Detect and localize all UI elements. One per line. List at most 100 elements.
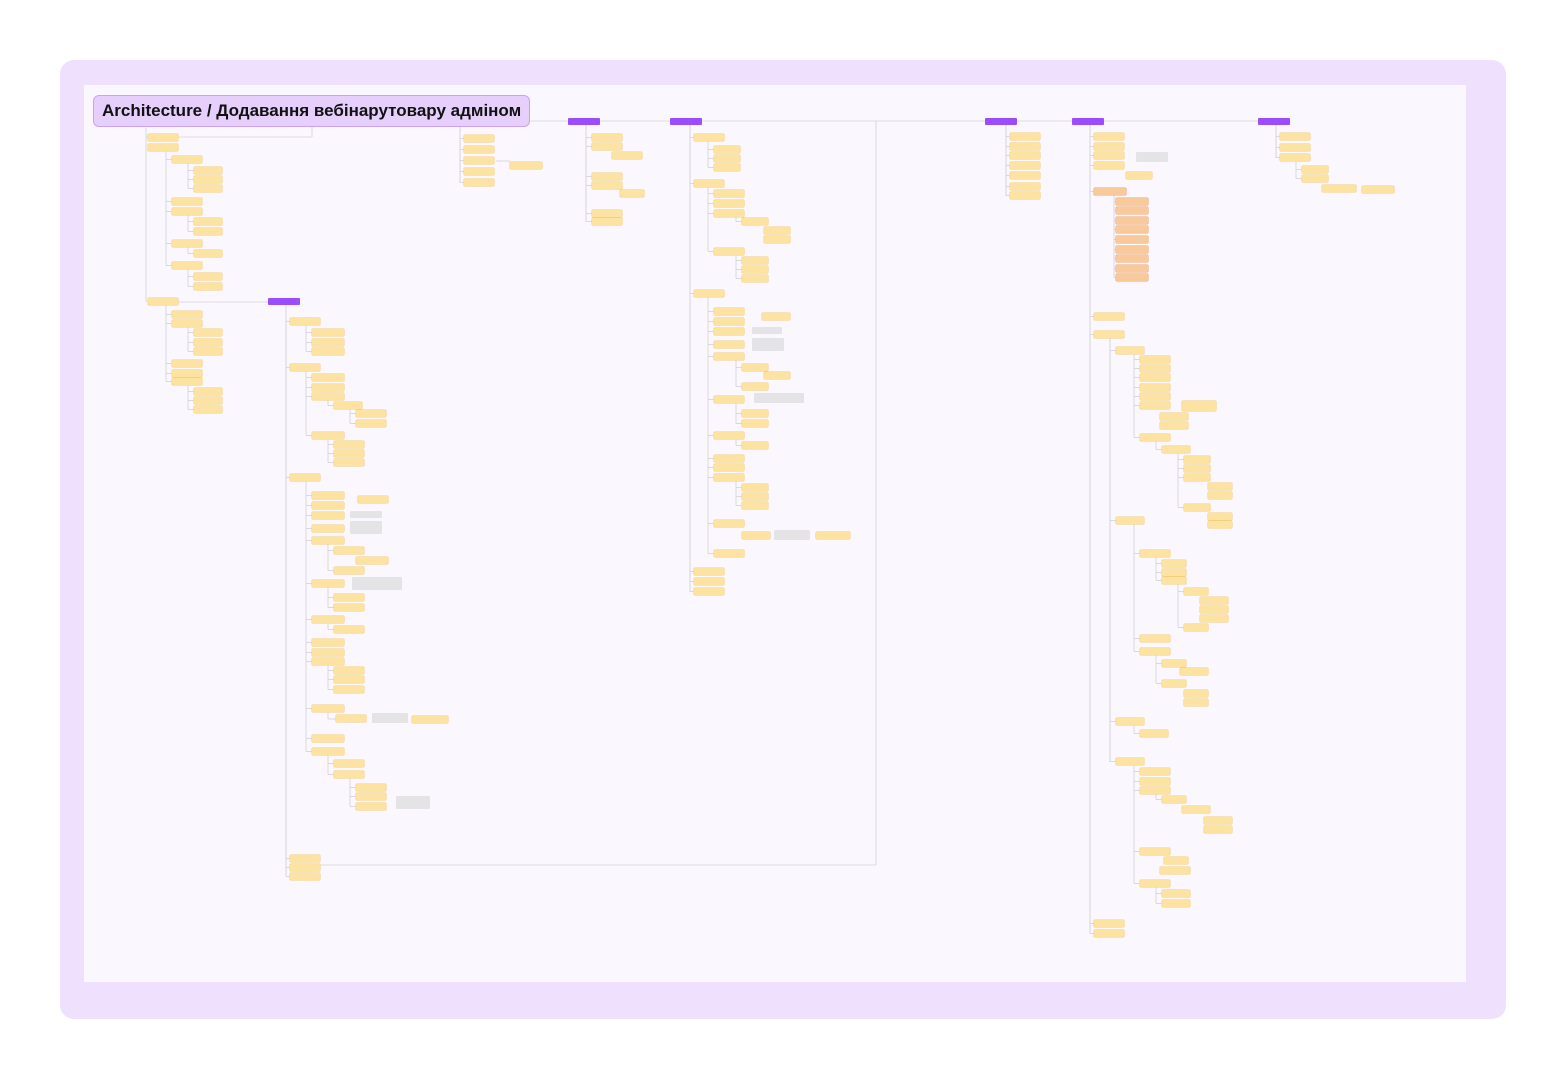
diagram-node[interactable] xyxy=(172,370,202,377)
diagram-node[interactable] xyxy=(290,873,320,880)
diagram-node[interactable] xyxy=(1280,154,1310,161)
diagram-node[interactable] xyxy=(464,135,494,142)
diagram-node[interactable] xyxy=(694,588,724,595)
diagram-node[interactable] xyxy=(290,318,320,325)
diagram-node[interactable] xyxy=(172,320,202,327)
diagram-node[interactable] xyxy=(714,464,744,471)
diagram-node[interactable] xyxy=(592,143,622,150)
diagram-node[interactable] xyxy=(194,283,222,290)
diagram-node[interactable] xyxy=(510,162,542,169)
highlight-node[interactable] xyxy=(1116,265,1148,272)
diagram-node[interactable] xyxy=(1162,577,1186,584)
diagram-node[interactable] xyxy=(592,182,622,189)
diagram-node[interactable] xyxy=(742,383,768,390)
diagram-node[interactable] xyxy=(172,311,202,318)
diagram-node[interactable] xyxy=(464,157,494,164)
diagram-node[interactable] xyxy=(172,198,202,205)
diagram-node[interactable] xyxy=(1184,504,1210,511)
diagram-node[interactable] xyxy=(764,372,790,379)
diagram-node[interactable] xyxy=(1116,347,1144,354)
diagram-node[interactable] xyxy=(742,532,770,539)
diagram-node[interactable] xyxy=(1184,690,1208,697)
diagram-node[interactable] xyxy=(334,594,364,601)
diagram-node[interactable] xyxy=(1184,624,1208,631)
diagram-node[interactable] xyxy=(194,167,222,174)
diagram-node[interactable] xyxy=(714,318,744,325)
diagram-node[interactable] xyxy=(1322,185,1356,192)
diagram-node[interactable] xyxy=(1140,648,1170,655)
diagram-node[interactable] xyxy=(742,420,768,427)
diagram-node[interactable] xyxy=(172,240,202,247)
diagram-node[interactable] xyxy=(1140,550,1170,557)
diagram-node[interactable] xyxy=(1200,597,1228,604)
diagram-node[interactable] xyxy=(1162,569,1186,576)
diagram-node[interactable] xyxy=(1010,183,1040,190)
note-node[interactable] xyxy=(774,530,810,540)
note-node[interactable] xyxy=(752,338,784,351)
diagram-node[interactable] xyxy=(148,144,178,151)
diagram-node[interactable] xyxy=(714,520,744,527)
diagram-node[interactable] xyxy=(1140,635,1170,642)
diagram-node[interactable] xyxy=(1010,162,1040,169)
diagram-node[interactable] xyxy=(694,578,724,585)
diagram-node[interactable] xyxy=(1116,718,1144,725)
diagram-node[interactable] xyxy=(312,649,344,656)
highlight-node[interactable] xyxy=(1116,246,1148,253)
diagram-node[interactable] xyxy=(334,760,364,767)
diagram-node[interactable] xyxy=(1208,483,1232,490)
diagram-node[interactable] xyxy=(1160,413,1188,420)
diagram-node[interactable] xyxy=(1140,778,1170,785)
diagram-node[interactable] xyxy=(714,155,740,162)
note-node[interactable] xyxy=(350,521,382,534)
diagram-node[interactable] xyxy=(1208,492,1232,499)
diagram-node[interactable] xyxy=(312,339,344,346)
diagram-node[interactable] xyxy=(742,266,768,273)
diagram-node[interactable] xyxy=(1182,806,1210,813)
diagram-node[interactable] xyxy=(194,329,222,336)
diagram-node[interactable] xyxy=(1160,422,1188,429)
diagram-node[interactable] xyxy=(742,257,768,264)
diagram-node[interactable] xyxy=(334,450,364,457)
diagram-node[interactable] xyxy=(356,803,386,810)
diagram-node[interactable] xyxy=(312,658,344,665)
diagram-node[interactable] xyxy=(172,378,202,385)
diagram-node[interactable] xyxy=(1140,787,1170,794)
diagram-node[interactable] xyxy=(714,341,744,348)
diagram-node[interactable] xyxy=(356,557,388,564)
diagram-node[interactable] xyxy=(1200,615,1228,622)
diagram-node[interactable] xyxy=(1208,513,1232,520)
diagram-node[interactable] xyxy=(194,185,222,192)
diagram-node[interactable] xyxy=(1140,356,1170,363)
diagram-node[interactable] xyxy=(764,236,790,243)
diagram-node[interactable] xyxy=(714,210,744,217)
diagram-board[interactable]: Architecture / Додавання вебінарутовару … xyxy=(84,85,1466,982)
diagram-node[interactable] xyxy=(764,227,790,234)
diagram-node[interactable] xyxy=(714,550,744,557)
diagram-node[interactable] xyxy=(620,190,644,197)
diagram-node[interactable] xyxy=(1200,606,1228,613)
diagram-node[interactable] xyxy=(148,298,178,305)
diagram-node[interactable] xyxy=(592,173,622,180)
diagram-node[interactable] xyxy=(1160,867,1190,874)
highlight-node[interactable] xyxy=(1116,217,1148,224)
diagram-node[interactable] xyxy=(694,290,724,297)
note-node[interactable] xyxy=(352,577,402,590)
diagram-node[interactable] xyxy=(334,626,364,633)
diagram-node[interactable] xyxy=(334,567,364,574)
diagram-node[interactable] xyxy=(194,228,222,235)
diagram-node[interactable] xyxy=(714,474,744,481)
diagram-node[interactable] xyxy=(290,474,320,481)
diagram-node[interactable] xyxy=(1184,588,1208,595)
diagram-node[interactable] xyxy=(356,784,386,791)
diagram-node[interactable] xyxy=(1010,192,1040,199)
diagram-node[interactable] xyxy=(1162,796,1186,803)
diagram-node[interactable] xyxy=(742,442,768,449)
diagram-node[interactable] xyxy=(312,580,344,587)
diagram-node[interactable] xyxy=(290,364,320,371)
diagram-node[interactable] xyxy=(1140,374,1170,381)
highlight-node[interactable] xyxy=(1116,198,1148,205)
diagram-node[interactable] xyxy=(1204,817,1232,824)
diagram-node[interactable] xyxy=(312,537,344,544)
diagram-node[interactable] xyxy=(762,313,790,320)
diagram-node[interactable] xyxy=(714,455,744,462)
